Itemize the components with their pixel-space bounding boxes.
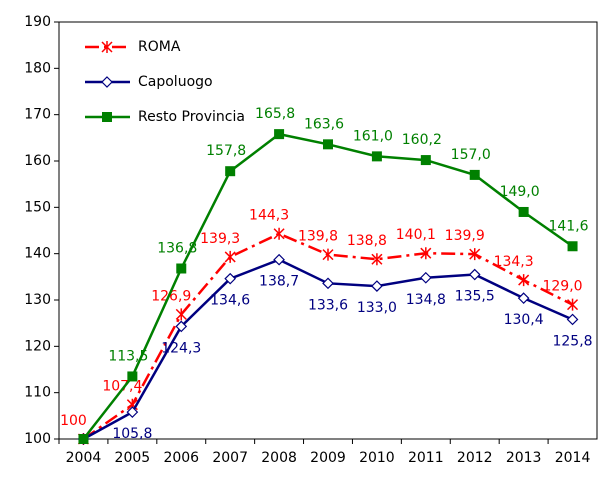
data-label: 134,6 <box>210 293 250 309</box>
x-tick-label: 2009 <box>310 450 346 466</box>
data-point <box>567 298 579 311</box>
x-tick-label: 2011 <box>408 450 444 466</box>
data-label: 135,5 <box>455 289 495 305</box>
legend-label: ROMA <box>138 39 181 55</box>
data-point <box>567 241 578 252</box>
y-tick-label: 110 <box>24 385 51 401</box>
y-tick-label: 130 <box>24 292 51 308</box>
legend-marker <box>101 76 113 88</box>
data-label: 161,0 <box>353 128 393 144</box>
legend-marker <box>102 112 112 122</box>
x-tick-label: 2013 <box>506 450 542 466</box>
data-label: 141,6 <box>548 218 588 234</box>
y-tick-label: 100 <box>24 431 51 447</box>
data-label: 134,8 <box>406 292 446 308</box>
data-point <box>468 268 481 281</box>
data-point <box>518 274 530 287</box>
y-tick-label: 190 <box>24 14 51 30</box>
data-label: 144,3 <box>249 208 289 224</box>
y-tick-label: 160 <box>24 153 51 169</box>
y-tick-label: 120 <box>24 338 51 354</box>
data-label: 133,6 <box>308 297 348 313</box>
data-label: 105,8 <box>112 426 152 442</box>
x-tick-label: 2005 <box>115 450 151 466</box>
x-tick-label: 2006 <box>163 450 199 466</box>
data-point <box>224 272 237 285</box>
data-point <box>322 277 334 290</box>
y-tick-label: 180 <box>24 60 51 76</box>
data-point <box>420 155 431 166</box>
data-point <box>322 248 334 261</box>
data-label: 165,8 <box>255 106 295 122</box>
data-point <box>273 227 285 240</box>
data-point <box>419 271 432 284</box>
data-label: 124,3 <box>161 340 201 356</box>
plot-frame <box>58 21 598 440</box>
data-label: 134,3 <box>494 254 534 270</box>
data-point <box>518 206 529 217</box>
y-tick-label: 170 <box>24 107 51 123</box>
data-label: 163,6 <box>304 116 344 132</box>
data-label: 125,8 <box>552 333 592 349</box>
y-tick-label: 140 <box>24 246 51 262</box>
data-point <box>274 129 285 140</box>
data-point <box>224 250 236 263</box>
data-label: 107,4 <box>102 379 142 395</box>
data-label: 130,4 <box>504 312 544 328</box>
data-label: 139,8 <box>298 229 338 245</box>
data-label: 129,0 <box>542 279 582 295</box>
data-point <box>127 371 138 382</box>
data-label: 100 <box>60 413 87 429</box>
data-point <box>371 253 383 266</box>
data-point <box>175 320 188 333</box>
data-label: 157,8 <box>206 143 246 159</box>
x-tick-label: 2012 <box>457 450 493 466</box>
legend-label: Resto Provincia <box>138 109 245 125</box>
data-point <box>469 169 480 180</box>
data-point <box>371 151 382 162</box>
data-point <box>176 263 187 274</box>
data-label: 149,0 <box>500 184 540 200</box>
x-tick-label: 2010 <box>359 450 395 466</box>
data-point <box>371 280 383 292</box>
x-tick-label: 2007 <box>212 450 248 466</box>
data-label: 138,7 <box>259 274 299 290</box>
legend-label: Capoluogo <box>138 74 213 90</box>
data-point <box>517 292 530 304</box>
y-tick-label: 150 <box>24 199 51 215</box>
data-point <box>225 166 236 177</box>
data-point <box>273 253 285 266</box>
data-label: 136,8 <box>157 240 197 256</box>
data-point <box>78 434 89 444</box>
data-label: 157,0 <box>451 147 491 163</box>
data-point <box>323 139 333 150</box>
data-point <box>175 308 187 321</box>
data-point <box>566 313 579 326</box>
data-label: 139,9 <box>445 228 485 244</box>
data-label: 113,5 <box>108 348 148 364</box>
data-point <box>469 248 481 261</box>
x-tick-label: 2004 <box>66 450 102 466</box>
data-label: 126,9 <box>151 288 191 304</box>
data-point <box>126 406 139 418</box>
x-tick-label: 2008 <box>261 450 297 466</box>
data-label: 140,1 <box>396 227 436 243</box>
data-label: 138,8 <box>347 233 387 249</box>
data-label: 160,2 <box>402 132 442 148</box>
data-label: 139,3 <box>200 231 240 247</box>
x-tick-label: 2014 <box>555 450 591 466</box>
data-point <box>420 247 432 260</box>
data-label: 133,0 <box>357 300 397 316</box>
legend-marker <box>101 41 113 53</box>
